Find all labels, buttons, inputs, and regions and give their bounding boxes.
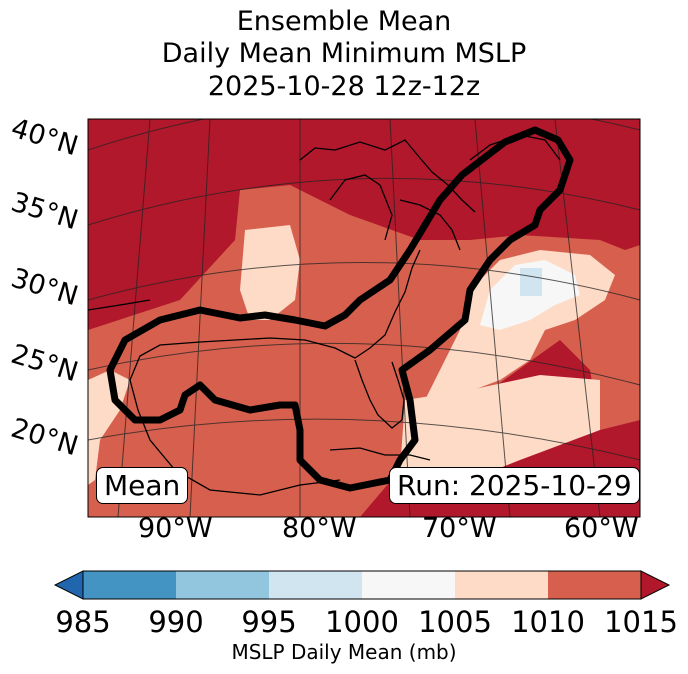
title-line-1: Ensemble Mean <box>236 6 452 37</box>
lon-label-90w: 90°W <box>138 513 213 544</box>
field-1005-1010-blob-west <box>240 225 300 320</box>
colorbar-segment-1000-1005 <box>362 571 455 599</box>
field-1005-1010-southwest <box>88 370 130 485</box>
colorbar-segment-990-995 <box>176 571 269 599</box>
title-line-3: 2025-10-28 12z-12z <box>207 71 481 102</box>
colorbar-tick-995: 995 <box>241 605 297 639</box>
map-frame <box>87 118 641 518</box>
bold-contour <box>106 126 574 492</box>
lon-label-60w: 60°W <box>564 513 639 544</box>
colorbar-tick-1010: 1010 <box>511 605 585 639</box>
field-995-1000-core <box>520 268 542 296</box>
colorbar-extend-low <box>53 570 84 600</box>
colorbar-segment-995-1000 <box>269 571 362 599</box>
colorbar-tick-990: 990 <box>148 605 204 639</box>
lon-label-80w: 80°W <box>282 513 357 544</box>
lon-label-70w: 70°W <box>422 513 497 544</box>
colorbar-segment-1005-1010 <box>455 571 548 599</box>
colorbar-tick-985: 985 <box>55 605 111 639</box>
colorbar-segment-985-990 <box>83 571 176 599</box>
colorbar-label: MSLP Daily Mean (mb) <box>231 640 457 664</box>
colorbar-extend-high <box>640 570 671 600</box>
colorbar-tick-1000: 1000 <box>325 605 399 639</box>
run-date-box: Run: 2025-10-29 <box>389 467 640 504</box>
mean-label-box: Mean <box>96 467 189 504</box>
colorbar-tick-1015: 1015 <box>604 605 678 639</box>
title-line-2: Daily Mean Minimum MSLP <box>161 38 527 69</box>
colorbar-tick-1005: 1005 <box>418 605 492 639</box>
colorbar-frame <box>82 570 642 600</box>
colorbar-segment-1010-1015 <box>548 571 641 599</box>
